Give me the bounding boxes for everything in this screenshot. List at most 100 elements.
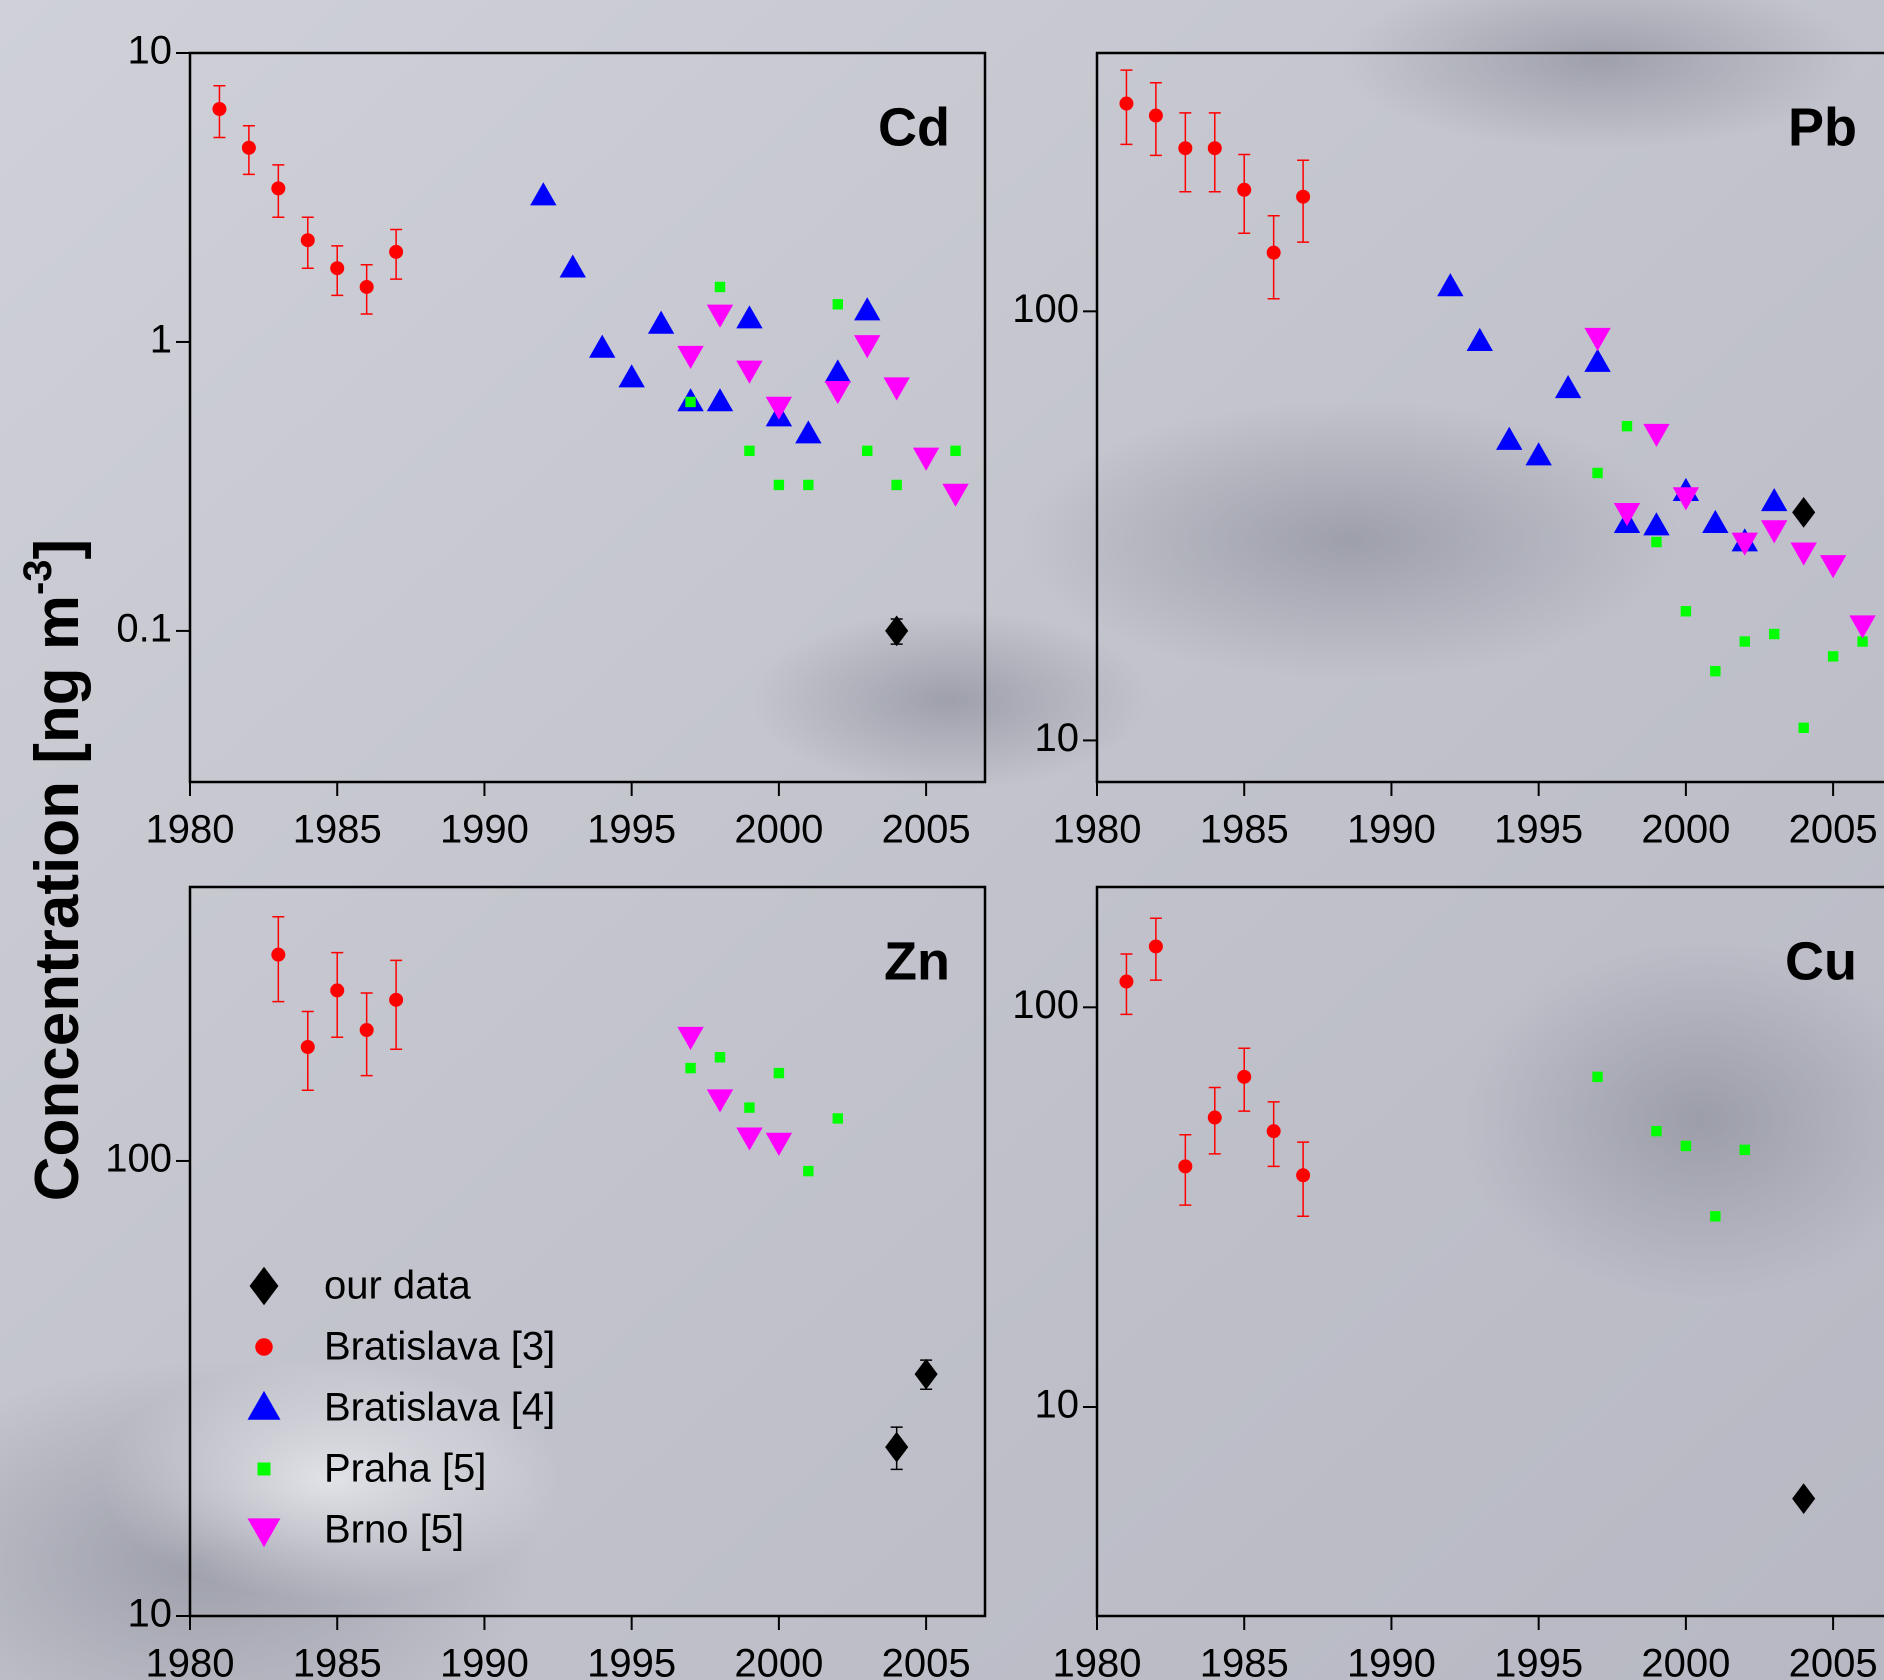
- data-point: [271, 947, 286, 962]
- panel-label: Cu: [1785, 931, 1857, 991]
- legend-marker: [247, 1390, 281, 1420]
- data-point: [359, 1022, 374, 1037]
- series: [1437, 273, 1788, 552]
- y-tick-label: 10: [1035, 716, 1080, 760]
- series: [212, 85, 404, 315]
- data-point: [736, 360, 763, 384]
- data-point: [706, 304, 734, 328]
- data-point: [1792, 1483, 1816, 1514]
- data-point: [854, 297, 881, 321]
- data-point: [1827, 651, 1839, 662]
- data-point: [1710, 665, 1721, 677]
- data-point: [685, 396, 696, 408]
- x-tick-label: 1980: [146, 1642, 235, 1680]
- data-point: [1178, 141, 1193, 156]
- data-point: [744, 445, 755, 457]
- y-tick-label: 1: [150, 318, 172, 362]
- plot-frame: [188, 885, 987, 1618]
- data-point: [1761, 520, 1788, 544]
- legend-marker: [257, 1462, 271, 1476]
- legend-label: Brno [5]: [324, 1508, 464, 1552]
- data-point: [824, 381, 851, 405]
- x-tick-label: 2000: [734, 808, 823, 852]
- data-point: [803, 479, 814, 491]
- series: [1119, 917, 1311, 1218]
- y-tick-label: 100: [1012, 983, 1079, 1027]
- data-point: [1792, 496, 1816, 528]
- data-point: [1554, 375, 1582, 399]
- x-tick-label: 1980: [1053, 1642, 1142, 1680]
- data-point: [1207, 1110, 1222, 1125]
- x-tick-label: 1995: [587, 1642, 676, 1680]
- data-point: [1148, 108, 1163, 123]
- data-point: [912, 447, 940, 471]
- data-point: [1819, 555, 1847, 579]
- data-point: [1680, 606, 1692, 617]
- data-point: [1761, 487, 1788, 512]
- data-point: [1857, 636, 1868, 647]
- data-point: [1119, 974, 1134, 989]
- data-point: [883, 377, 910, 401]
- legend-marker: [247, 1518, 281, 1548]
- x-tick-label: 1990: [1347, 808, 1436, 852]
- data-point: [803, 1165, 814, 1177]
- data-point: [706, 1089, 734, 1113]
- data-point: [1643, 512, 1670, 536]
- data-point: [300, 1040, 315, 1055]
- data-point: [677, 345, 704, 369]
- data-point: [271, 181, 286, 196]
- data-point: [1680, 1140, 1692, 1152]
- data-point: [1651, 1125, 1662, 1137]
- data-point: [773, 1067, 785, 1079]
- plot-frame: [188, 51, 987, 784]
- data-point: [832, 1113, 843, 1124]
- cloud: [750, 610, 1150, 790]
- y-tick-label: 10: [128, 1592, 173, 1636]
- data-point: [1672, 487, 1700, 511]
- data-point: [1849, 615, 1876, 639]
- x-tick-label: 1985: [1200, 1642, 1289, 1680]
- data-point: [736, 305, 763, 329]
- series: [271, 916, 404, 1092]
- y-tick-label: 10: [128, 29, 173, 73]
- legend-label: Praha [5]: [324, 1447, 486, 1491]
- data-point: [589, 334, 616, 358]
- cloud: [1340, 0, 1860, 150]
- data-point: [706, 388, 734, 412]
- x-tick-label: 1990: [1347, 1642, 1436, 1680]
- data-point: [1584, 327, 1611, 352]
- y-label-end: ]: [23, 539, 92, 560]
- data-point: [1148, 939, 1163, 954]
- data-point: [677, 1026, 704, 1050]
- panel-label: Cd: [878, 97, 950, 157]
- data-point: [832, 299, 843, 310]
- data-point: [1592, 1071, 1603, 1083]
- x-tick-label: 1985: [1200, 808, 1289, 852]
- data-point: [1731, 532, 1758, 556]
- data-point: [1739, 636, 1750, 647]
- series: [1792, 496, 1816, 528]
- x-tick-label: 2000: [734, 1642, 823, 1680]
- data-point: [795, 420, 822, 444]
- legend-marker: [255, 1338, 273, 1356]
- x-tick-label: 1990: [440, 808, 529, 852]
- data-point: [389, 244, 404, 259]
- data-point: [1613, 503, 1641, 527]
- data-point: [891, 479, 902, 491]
- data-point: [330, 983, 345, 998]
- x-tick-label: 1980: [146, 808, 235, 852]
- data-point: [1790, 542, 1817, 566]
- data-point: [1621, 420, 1633, 432]
- plot-frame: [1095, 51, 1884, 784]
- data-point: [714, 281, 726, 293]
- x-tick-label: 1980: [1053, 808, 1142, 852]
- data-point: [618, 364, 645, 388]
- y-axis-label: Concentration [ng m-3]: [16, 539, 93, 1201]
- data-point: [885, 615, 909, 647]
- panel-label: Pb: [1788, 97, 1857, 157]
- y-tick-label: 100: [1012, 287, 1079, 331]
- data-point: [885, 1431, 909, 1463]
- data-point: [1702, 509, 1729, 534]
- data-point: [1798, 722, 1809, 734]
- data-point: [1769, 628, 1780, 640]
